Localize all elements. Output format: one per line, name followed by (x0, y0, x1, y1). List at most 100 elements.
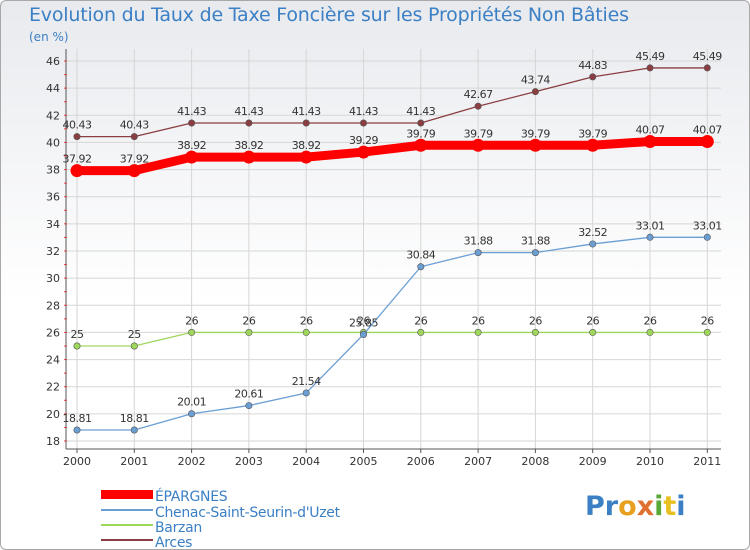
y-tick-label: 30 (46, 272, 60, 285)
y-tick-label: 20 (46, 408, 60, 421)
y-tick-label: 40 (46, 136, 60, 149)
data-label: 26 (242, 314, 255, 327)
data-point (643, 134, 657, 148)
legend-swatch-chenac (101, 509, 153, 511)
data-point (417, 119, 425, 127)
data-label: 25 (71, 328, 84, 341)
y-tick-label: 36 (46, 191, 60, 204)
data-label: 26 (472, 314, 485, 327)
data-point (414, 138, 428, 152)
data-label: 40.43 (63, 119, 92, 132)
data-point (700, 134, 714, 148)
data-point (302, 119, 310, 127)
data-point (359, 330, 367, 338)
y-tick-label: 34 (46, 218, 60, 231)
data-label: 26 (357, 314, 370, 327)
data-label: 42.67 (464, 88, 493, 101)
data-label: 41.43 (234, 105, 263, 118)
data-point (299, 150, 313, 164)
data-point (703, 233, 711, 241)
data-point (586, 138, 600, 152)
data-point (589, 240, 597, 248)
legend-label-epargnes: ÉPARGNES (155, 489, 228, 505)
data-point (471, 138, 485, 152)
data-point (359, 119, 367, 127)
data-label: 41.43 (406, 105, 435, 118)
y-tick-label: 22 (46, 381, 60, 394)
legend-label-chenac: Chenac-Saint-Seurin-d'Uzet (155, 505, 340, 521)
data-label: 26 (701, 314, 714, 327)
data-point (589, 328, 597, 336)
data-label: 25 (128, 328, 141, 341)
data-label: 45.49 (693, 50, 722, 63)
data-point (245, 402, 253, 410)
data-label: 45.49 (636, 50, 665, 63)
data-point (245, 119, 253, 127)
data-point (474, 102, 482, 110)
series-line (76, 67, 708, 138)
x-tick-label: 2011 (693, 455, 721, 468)
x-tick-label: 2000 (63, 455, 91, 468)
data-label: 41.43 (177, 105, 206, 118)
data-label: 40.07 (693, 123, 722, 136)
data-label: 26 (300, 314, 313, 327)
data-point (185, 150, 199, 164)
data-label: 39.79 (521, 127, 550, 140)
y-tick-label: 24 (46, 354, 60, 367)
data-label: 33.01 (636, 219, 665, 232)
data-label: 39.79 (578, 127, 607, 140)
data-point (245, 328, 253, 336)
data-point (188, 119, 196, 127)
data-point (188, 410, 196, 418)
data-label: 40.43 (120, 119, 149, 132)
data-point (646, 64, 654, 72)
data-point (417, 263, 425, 271)
y-tick-label: 18 (46, 435, 60, 448)
data-label: 39.29 (349, 134, 378, 147)
data-label: 26 (185, 314, 198, 327)
data-point (130, 133, 138, 141)
data-label: 37.92 (63, 153, 92, 166)
y-tick-label: 46 (46, 55, 60, 68)
data-point (70, 164, 84, 178)
data-point (302, 328, 310, 336)
data-point (302, 389, 310, 397)
y-tick-label: 32 (46, 245, 60, 258)
data-label: 44.83 (578, 59, 607, 72)
data-label: 41.43 (292, 105, 321, 118)
data-label: 33.01 (693, 219, 722, 232)
data-point (531, 328, 539, 336)
data-point (474, 328, 482, 336)
legend-label-barzan: Barzan (155, 520, 202, 536)
data-label: 18.81 (63, 412, 92, 425)
data-point (357, 145, 370, 159)
x-tick-label: 2006 (407, 455, 435, 468)
data-point (474, 249, 482, 257)
y-tick-label: 42 (46, 109, 60, 122)
data-label: 20.01 (177, 396, 206, 409)
data-point (130, 342, 138, 350)
data-label: 26 (644, 314, 657, 327)
data-point (188, 328, 196, 336)
data-label: 21.54 (292, 375, 321, 388)
data-label: 25.85 (349, 316, 378, 329)
series-line (72, 136, 712, 176)
data-point (127, 164, 141, 178)
data-label: 37.92 (120, 153, 149, 166)
x-tick-label: 2009 (579, 455, 607, 468)
data-point (130, 426, 138, 434)
data-point (531, 249, 539, 257)
data-label: 39.79 (406, 127, 435, 140)
data-label: 39.79 (464, 127, 493, 140)
x-tick-label: 2004 (292, 455, 320, 468)
data-label: 40.07 (636, 123, 665, 136)
data-label: 38.92 (177, 139, 206, 152)
data-point (73, 342, 81, 350)
proxiti-logo: Proxiti (585, 491, 686, 522)
data-label: 31.88 (464, 235, 493, 248)
unit-label: (en %) (29, 30, 69, 44)
x-tick-label: 2010 (636, 455, 664, 468)
data-label: 38.92 (234, 139, 263, 152)
x-tick-label: 2001 (120, 455, 148, 468)
